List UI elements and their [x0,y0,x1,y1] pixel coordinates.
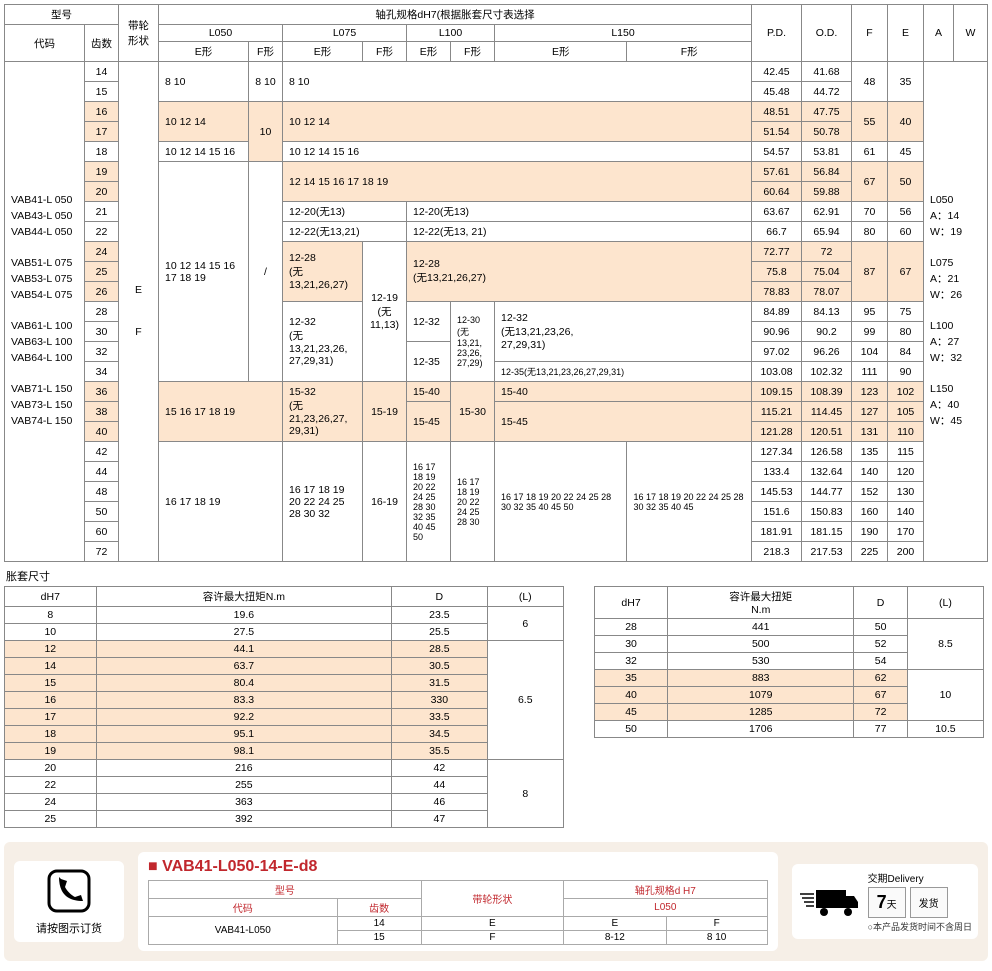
hdr-w: W [954,5,988,62]
code-list: VAB41-L 050VAB43-L 050VAB44-L 050 VAB51-… [5,62,85,562]
order-box: 请按图示订货 VAB41-L050-14-E-d8 型号 带轮形状 轴孔规格d … [4,842,988,961]
bushing-title: 胀套尺寸 [4,562,988,586]
delivery-note: ○本产品发货时间不含周日 [868,920,972,933]
main-spec-table: 型号 带轮形状 轴孔规格dH7(根据胀套尺寸表选择 P.D. O.D. F E … [4,4,988,562]
order-table: 型号 带轮形状 轴孔规格d H7 代码齿数 L050 VAB41-L05014E… [148,880,768,945]
hdr-model: 型号 [5,5,119,25]
delivery-title: 交期Delivery [868,870,972,885]
truck-icon [798,882,858,922]
hdr-e: E [888,5,924,62]
order-code: VAB41-L050-14-E-d8 [148,858,768,876]
hdr-teeth: 齿数 [85,25,119,62]
bushing-table-2: dH7容许最大扭矩 N.mD(L) 28441508.5305005232530… [594,586,984,738]
hdr-pulley: 带轮形状 [119,5,159,62]
hdr-code: 代码 [5,25,85,62]
hdr-pd: P.D. [752,5,802,62]
hdr-a: A [924,5,954,62]
aw-col: L050A：14W：19 L075A：21W：26 L100A：27W：32 L… [924,62,988,562]
hdr-f: F [852,5,888,62]
hdr-od: O.D. [802,5,852,62]
order-delivery: 交期Delivery 7天 发货 ○本产品发货时间不含周日 [792,864,978,939]
order-call: 请按图示订货 [14,861,124,942]
ef-col: E F [119,62,159,562]
order-mid: VAB41-L050-14-E-d8 型号 带轮形状 轴孔规格d H7 代码齿数… [138,852,778,951]
hdr-shaft: 轴孔规格dH7(根据胀套尺寸表选择 [159,5,752,25]
bushing-table-1: dH7容许最大扭矩N.mD(L) 819.623.561027.525.5124… [4,586,564,828]
phone-icon [45,867,93,915]
